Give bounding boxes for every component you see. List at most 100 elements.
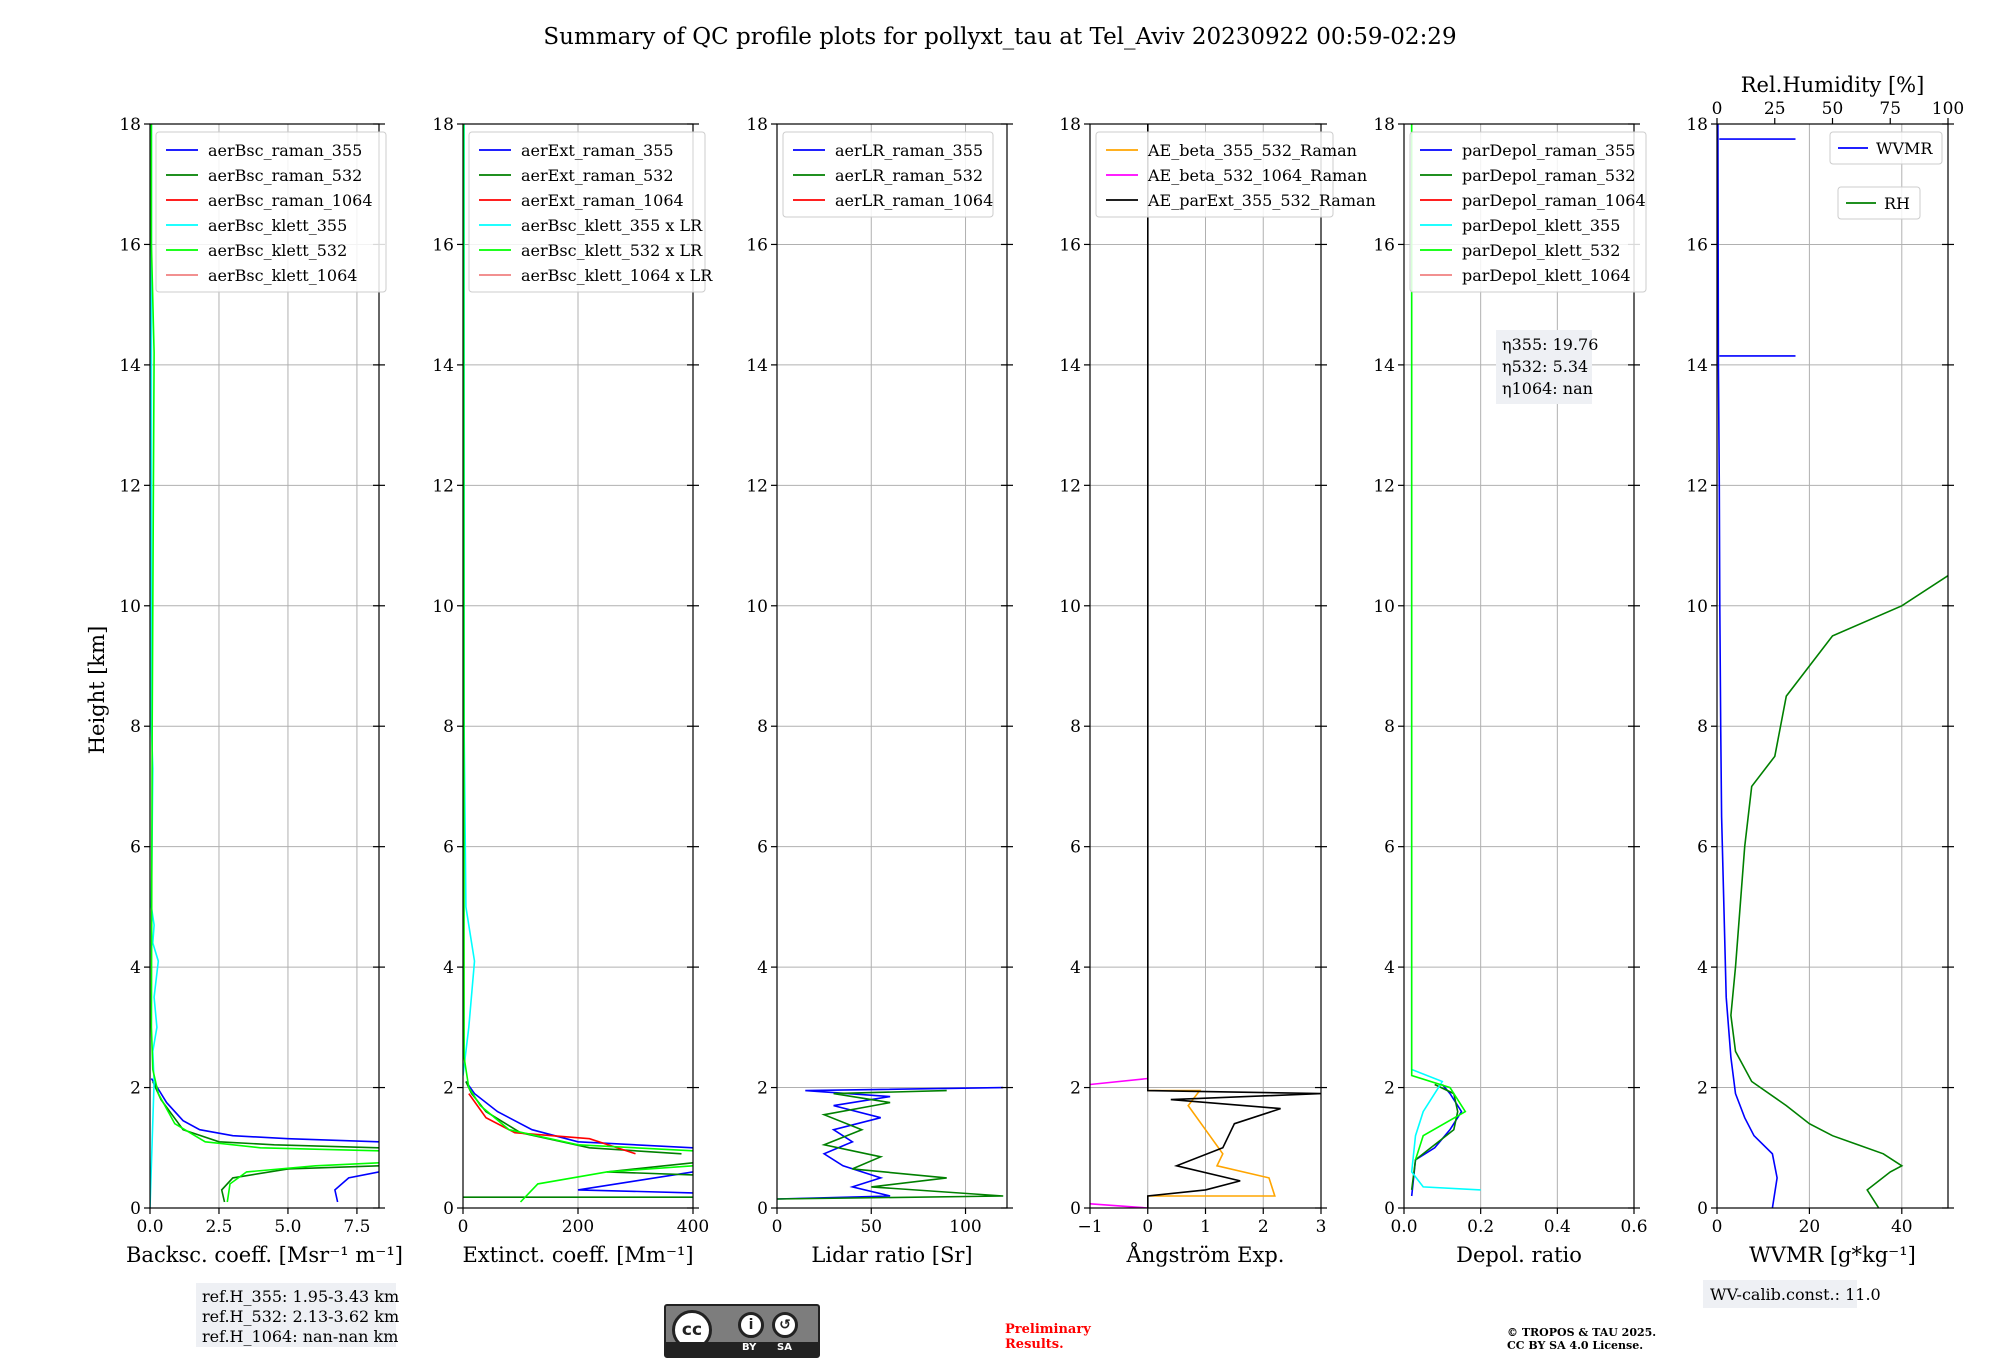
panel-backscatter: 0 2 4 6 8 10 12 14 16 18 0.0 2.5 5.0 7.5 Backsc. coeff…: [119, 115, 403, 1267]
legend-label: RH: [1884, 194, 1910, 213]
series-aerext-raman-1064: [468, 1093, 636, 1155]
series-pardepol-raman-532: [1410, 1083, 1459, 1191]
series-aerext-raman-532: [465, 1081, 682, 1155]
x-tick-label: 0.2: [1467, 1217, 1494, 1237]
x-tick-label: 0: [772, 1217, 783, 1237]
legend-label: aerBsc_klett_532: [208, 241, 347, 260]
legend-label: aerBsc_raman_1064: [208, 191, 373, 210]
y-tick-label: 18: [1373, 115, 1395, 135]
figure-title: Summary of QC profile plots for pollyxt_…: [543, 24, 1456, 50]
y-tick-label: 10: [119, 597, 141, 617]
share-alike-icon: ↺: [772, 1312, 798, 1338]
y-tick-label: 6: [1070, 838, 1081, 858]
legend-box: [1095, 131, 1334, 218]
y-tick-label: 2: [1070, 1079, 1081, 1099]
x-tick-label: 0.0: [136, 1217, 163, 1237]
y-tick-label: 0: [130, 1199, 141, 1219]
legend-label: AE_parExt_355_532_Raman: [1147, 191, 1376, 210]
y-tick-label: 0: [1697, 1199, 1708, 1219]
x-tick-label: −1: [1077, 1217, 1102, 1237]
wv-calib-text: WV-calib.const.: 11.0: [1710, 1285, 1881, 1304]
y-tick-label: 12: [1686, 476, 1708, 496]
legend: aerExt_raman_355 aerExt_raman_532 aerExt_r…: [468, 131, 713, 293]
x-tick-label: 0: [458, 1217, 469, 1237]
series-aerbsc-raman-355: [334, 1171, 379, 1203]
series-aerbsc-klett-532: [150, 124, 379, 1152]
x-tick-label: 0.6: [1620, 1217, 1647, 1237]
x-axis-label: Ångström Exp.: [1126, 1242, 1285, 1267]
y-tick-label: 4: [757, 958, 768, 978]
legend-label: aerBsc_klett_532 x LR: [521, 241, 703, 260]
sa-label: SA: [777, 1342, 792, 1353]
y-tick-label: 0: [443, 1199, 454, 1219]
x-tick-label: 400: [677, 1217, 709, 1237]
y-tick-label: 2: [443, 1079, 454, 1099]
y-tick-label: 18: [1686, 115, 1708, 135]
panel-depolarization: 0 2 4 6 8 10 12 14 16 18 0.0 0.2 0.4 0.6 Depol. ratio p…: [1373, 115, 1647, 1267]
x2-tick-label: 50: [1822, 99, 1844, 119]
series-pardepol-raman-355: [1410, 1083, 1463, 1197]
y-tick-label: 4: [443, 958, 454, 978]
y-tick-label: 10: [1059, 597, 1081, 617]
wv-calib-annotation: WV-calib.const.: 11.0: [1703, 1280, 1881, 1308]
panel-extinction: 0 2 4 6 8 10 12 14 16 18 0 200 400 Extinct. coeff. [M…: [432, 115, 713, 1267]
series-aerext-raman-532: [606, 1162, 693, 1176]
x2-tick-label: 0: [1712, 99, 1723, 119]
reference-height-annotation: ref.H_355: 1.95-3.43 km ref.H_532: 2.13-…: [196, 1283, 399, 1347]
legend-box: [782, 131, 994, 218]
series-group: [1717, 124, 1948, 1208]
y-tick-label: 18: [1059, 115, 1081, 135]
x-tick-label: 100: [949, 1217, 981, 1237]
y-tick-label: 8: [1384, 717, 1395, 737]
y-tick-label: 4: [130, 958, 141, 978]
x-tick-label: 1: [1200, 1217, 1211, 1237]
legend-box: [1409, 131, 1647, 293]
y-tick-label: 14: [432, 356, 454, 376]
y-tick-label: 14: [1059, 356, 1081, 376]
legend-label: aerLR_raman_355: [835, 141, 983, 160]
y-tick-label: 2: [130, 1079, 141, 1099]
legend-label: aerBsc_raman_532: [208, 166, 362, 185]
x-tick-label: 0.0: [1390, 1217, 1417, 1237]
eta-annotation: η355: 19.76 η532: 5.34 η1064: nan: [1496, 330, 1598, 404]
legend-label: parDepol_raman_355: [1462, 141, 1635, 160]
legend-box: [1829, 131, 1943, 165]
y-tick-label: 6: [1384, 838, 1395, 858]
legend-box: [155, 131, 387, 293]
series-group: [150, 124, 379, 1208]
y-tick-label: 14: [746, 356, 768, 376]
y-tick-label: 12: [1373, 476, 1395, 496]
x2-tick-label: 25: [1764, 99, 1786, 119]
series-aerbsc-raman-532: [220, 1165, 379, 1203]
x-tick-label: 50: [860, 1217, 882, 1237]
legend-label: aerExt_raman_355: [521, 141, 674, 160]
x-tick-label: 0: [1712, 1217, 1723, 1237]
y-tick-label: 10: [746, 597, 768, 617]
x-tick-label: 200: [562, 1217, 594, 1237]
y-tick-label: 2: [757, 1079, 768, 1099]
eta-532: η532: 5.34: [1502, 357, 1588, 376]
y-tick-label: 4: [1697, 958, 1708, 978]
y-tick-label: 6: [130, 838, 141, 858]
legend-label: aerBsc_klett_1064: [208, 266, 357, 285]
legend: parDepol_raman_355 parDepol_raman_532 parD…: [1409, 131, 1647, 293]
y-tick-label: 12: [432, 476, 454, 496]
by-label: BY: [742, 1342, 757, 1353]
y-tick-label: 6: [757, 838, 768, 858]
series-rh: [1730, 575, 1948, 1208]
x-tick-label: 0: [1142, 1217, 1153, 1237]
legend-label: parDepol_klett_532: [1462, 241, 1620, 260]
legend-label: parDepol_raman_1064: [1462, 191, 1646, 210]
series-wvmr: [1717, 124, 1778, 1208]
series-ae-beta-532-1064-raman: [1090, 1077, 1148, 1086]
series-aerbsc-klett-532-x-lr: [463, 124, 693, 1152]
y-tick-label: 16: [746, 235, 768, 255]
y-tick-label: 16: [1373, 235, 1395, 255]
legend: aerBsc_raman_355 aerBsc_raman_532 aerBsc_r…: [155, 131, 387, 293]
y-tick-label: 16: [1686, 235, 1708, 255]
y-tick-label: 4: [1384, 958, 1395, 978]
y-tick-label: 4: [1070, 958, 1081, 978]
y-tick-label: 18: [746, 115, 768, 135]
